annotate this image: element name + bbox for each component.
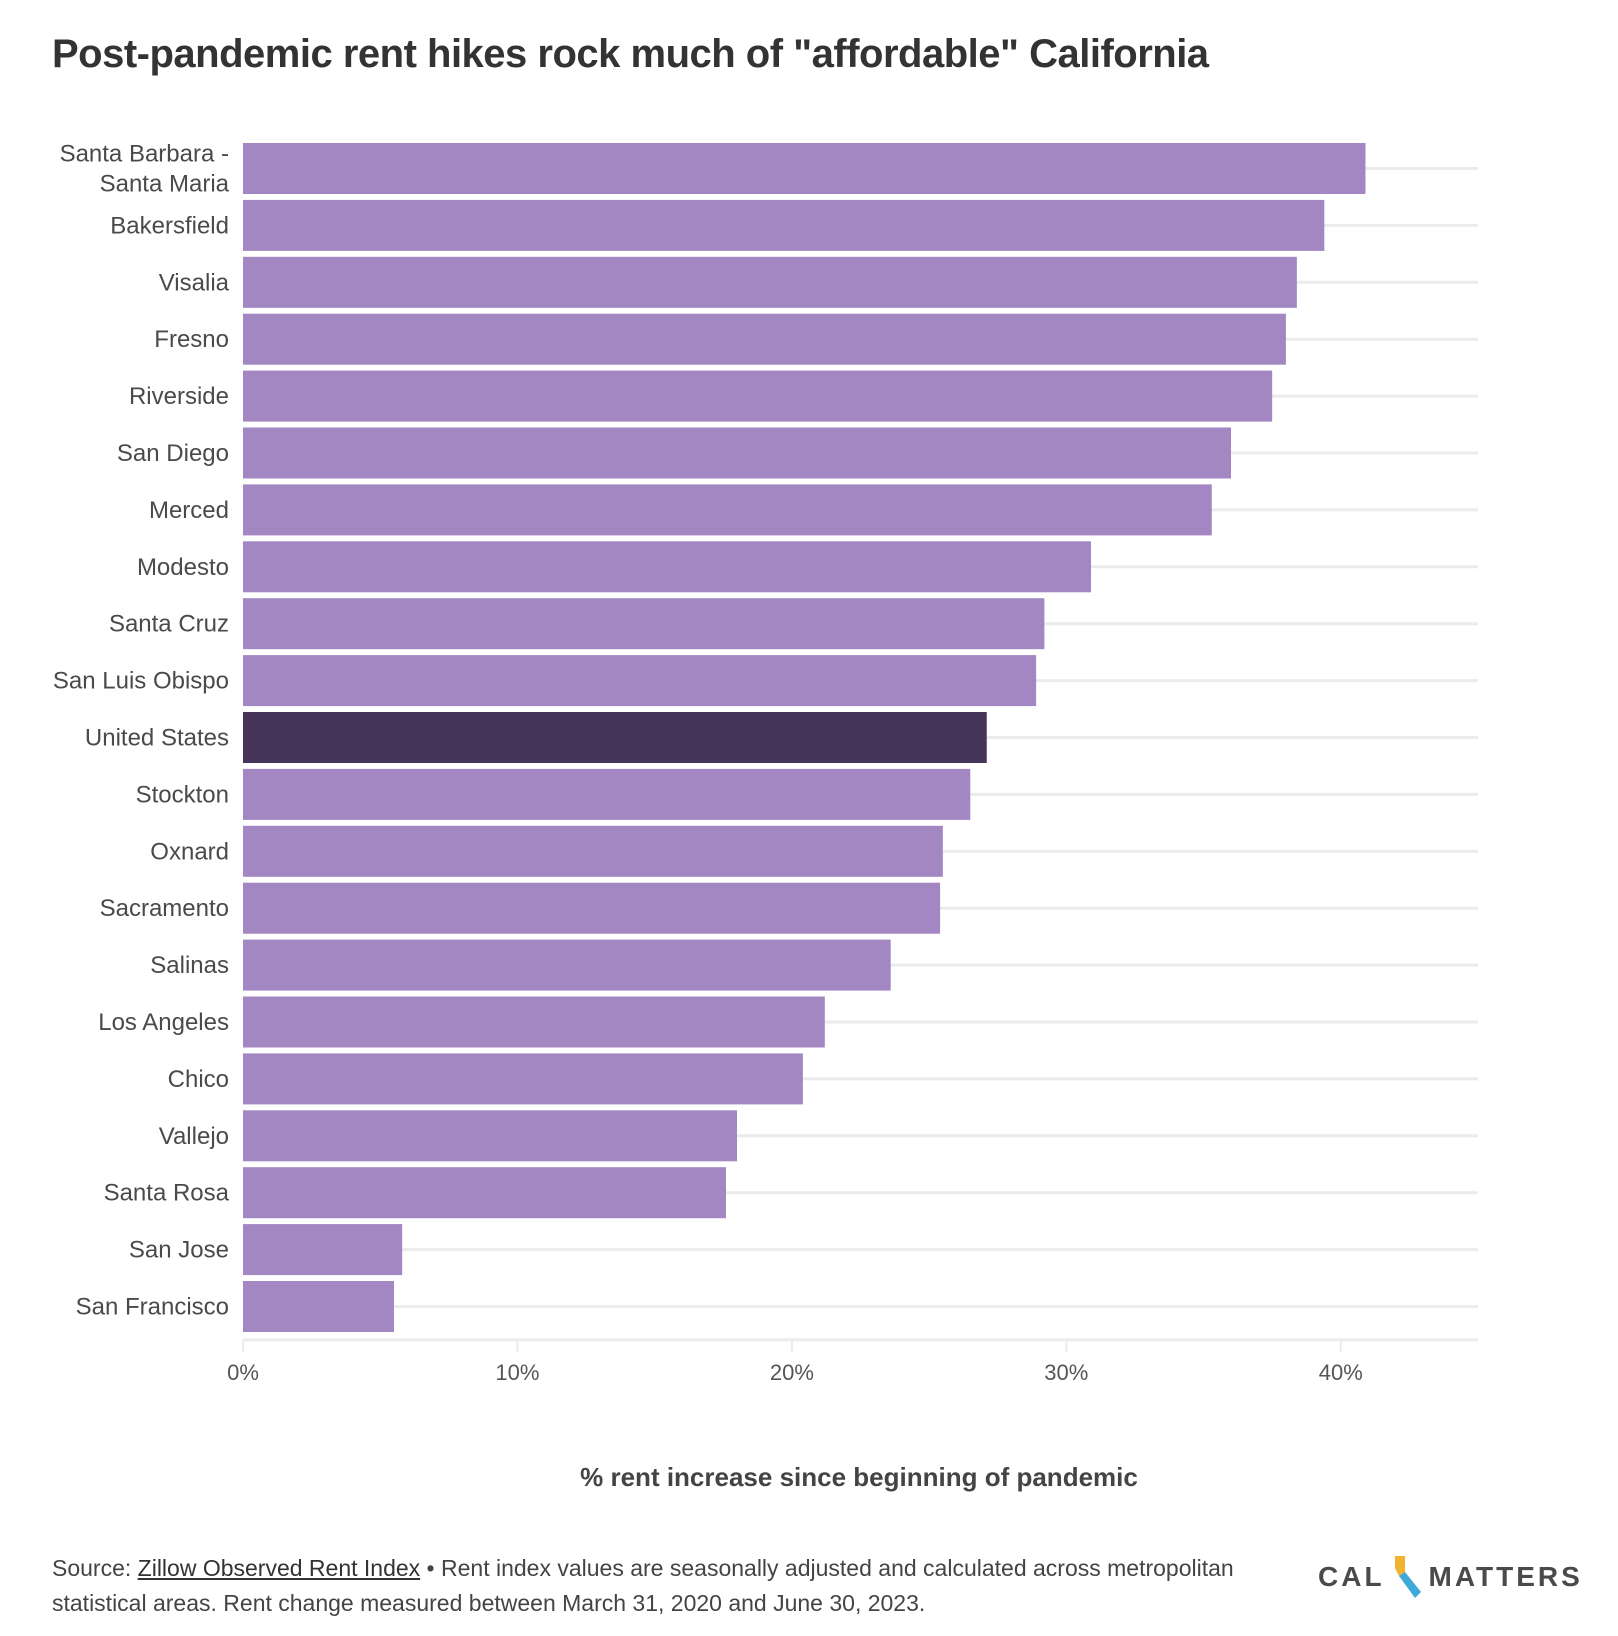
bar — [243, 1053, 803, 1105]
category-label-line: Chico — [168, 1066, 229, 1093]
category-label: Vallejo — [159, 1123, 229, 1150]
x-tick-label: 40% — [1319, 1360, 1363, 1385]
bar-chart: Santa Barbara - Santa Maria Bakersfield Vis… — [53, 141, 1478, 1385]
bar — [243, 825, 943, 877]
bar — [243, 1167, 727, 1219]
calmatters-logo[interactable]: CAL MATTERS — [1318, 1552, 1583, 1602]
category-label-line: San Luis Obispo — [53, 668, 229, 695]
category-label-line: San Francisco — [76, 1294, 229, 1321]
category-label: Modesto — [137, 554, 229, 581]
category-label: Santa Barbara - Santa Maria — [60, 141, 230, 198]
category-label: Oxnard — [150, 838, 229, 865]
category-label-line: Los Angeles — [98, 1009, 229, 1036]
category-label-line: Santa Barbara - — [60, 141, 229, 168]
bar — [243, 1224, 403, 1276]
category-label: Merced — [149, 497, 229, 524]
bar — [243, 427, 1231, 479]
category-label: San Luis Obispo — [53, 668, 229, 695]
bar — [243, 199, 1325, 251]
category-label-line: Sacramento — [100, 895, 229, 922]
category-label-line: Stockton — [136, 781, 229, 808]
x-tick-label: 30% — [1044, 1360, 1088, 1385]
category-label-line: Salinas — [150, 952, 229, 979]
category-label-line: Santa Rosa — [104, 1180, 230, 1207]
bar — [243, 712, 987, 763]
x-axis-ticks: 0% 10% 20% 30% 40% — [227, 1339, 1363, 1385]
category-label-line: Fresno — [154, 326, 229, 353]
category-label: United States — [85, 725, 229, 752]
bar — [243, 996, 825, 1048]
category-label: Salinas — [150, 952, 229, 979]
category-label: San Diego — [117, 440, 229, 467]
bar — [243, 1110, 737, 1162]
category-label-line: San Diego — [117, 440, 229, 467]
category-label-line: Modesto — [137, 554, 229, 581]
category-label-line: Merced — [149, 497, 229, 524]
logo-text-right: MATTERS — [1428, 1561, 1583, 1592]
x-tick-label: 10% — [495, 1360, 539, 1385]
category-label: Santa Rosa — [104, 1180, 230, 1207]
category-label: San Francisco — [76, 1294, 229, 1321]
x-tick-label: 0% — [227, 1360, 259, 1385]
category-label-line: United States — [85, 725, 229, 752]
category-label-line: Santa Cruz — [109, 611, 229, 638]
bar — [243, 256, 1297, 308]
bar — [243, 939, 891, 991]
category-label: San Jose — [129, 1237, 229, 1264]
category-label-line: Bakersfield — [110, 212, 229, 239]
category-label-line: Oxnard — [150, 838, 229, 865]
category-label: Sacramento — [100, 895, 229, 922]
bar — [243, 598, 1045, 650]
category-label-line: San Jose — [129, 1237, 229, 1264]
category-label-line: Visalia — [159, 269, 230, 296]
category-label: Riverside — [129, 383, 229, 410]
bar — [243, 484, 1212, 536]
bars — [243, 143, 1366, 1332]
source-link[interactable]: Zillow Observed Rent Index — [137, 1555, 421, 1581]
category-label: Chico — [168, 1066, 229, 1093]
bar — [243, 1281, 394, 1332]
category-label: Bakersfield — [110, 212, 229, 239]
category-label-line: Vallejo — [159, 1123, 229, 1150]
bar — [243, 370, 1273, 422]
x-axis-label: % rent increase since beginning of pande… — [580, 1462, 1138, 1492]
category-label-line: Santa Maria — [100, 171, 230, 198]
category-label: Visalia — [159, 269, 230, 296]
category-label: Santa Cruz — [109, 611, 229, 638]
x-tick-label: 20% — [770, 1360, 814, 1385]
category-label-line: Riverside — [129, 383, 229, 410]
bar — [243, 541, 1092, 593]
logo-text-left: CAL — [1318, 1561, 1385, 1592]
california-shape-icon — [1394, 1556, 1421, 1598]
category-label: Los Angeles — [98, 1009, 229, 1036]
chart-title: Post-pandemic rent hikes rock much of "a… — [52, 32, 1209, 76]
footer-description: • Rent index values are seasonally adjus… — [52, 1555, 1234, 1616]
bar — [243, 882, 941, 934]
bar — [243, 655, 1037, 707]
category-labels: Santa Barbara - Santa Maria Bakersfield Vis… — [53, 141, 230, 1321]
category-label: Stockton — [136, 781, 229, 808]
bar — [243, 313, 1286, 365]
category-label: Fresno — [154, 326, 229, 353]
source-prefix: Source: — [52, 1555, 138, 1581]
bar — [243, 143, 1366, 194]
footer-note: Source: Zillow Observed Rent Index • Ren… — [52, 1551, 1292, 1621]
bar — [243, 768, 971, 820]
